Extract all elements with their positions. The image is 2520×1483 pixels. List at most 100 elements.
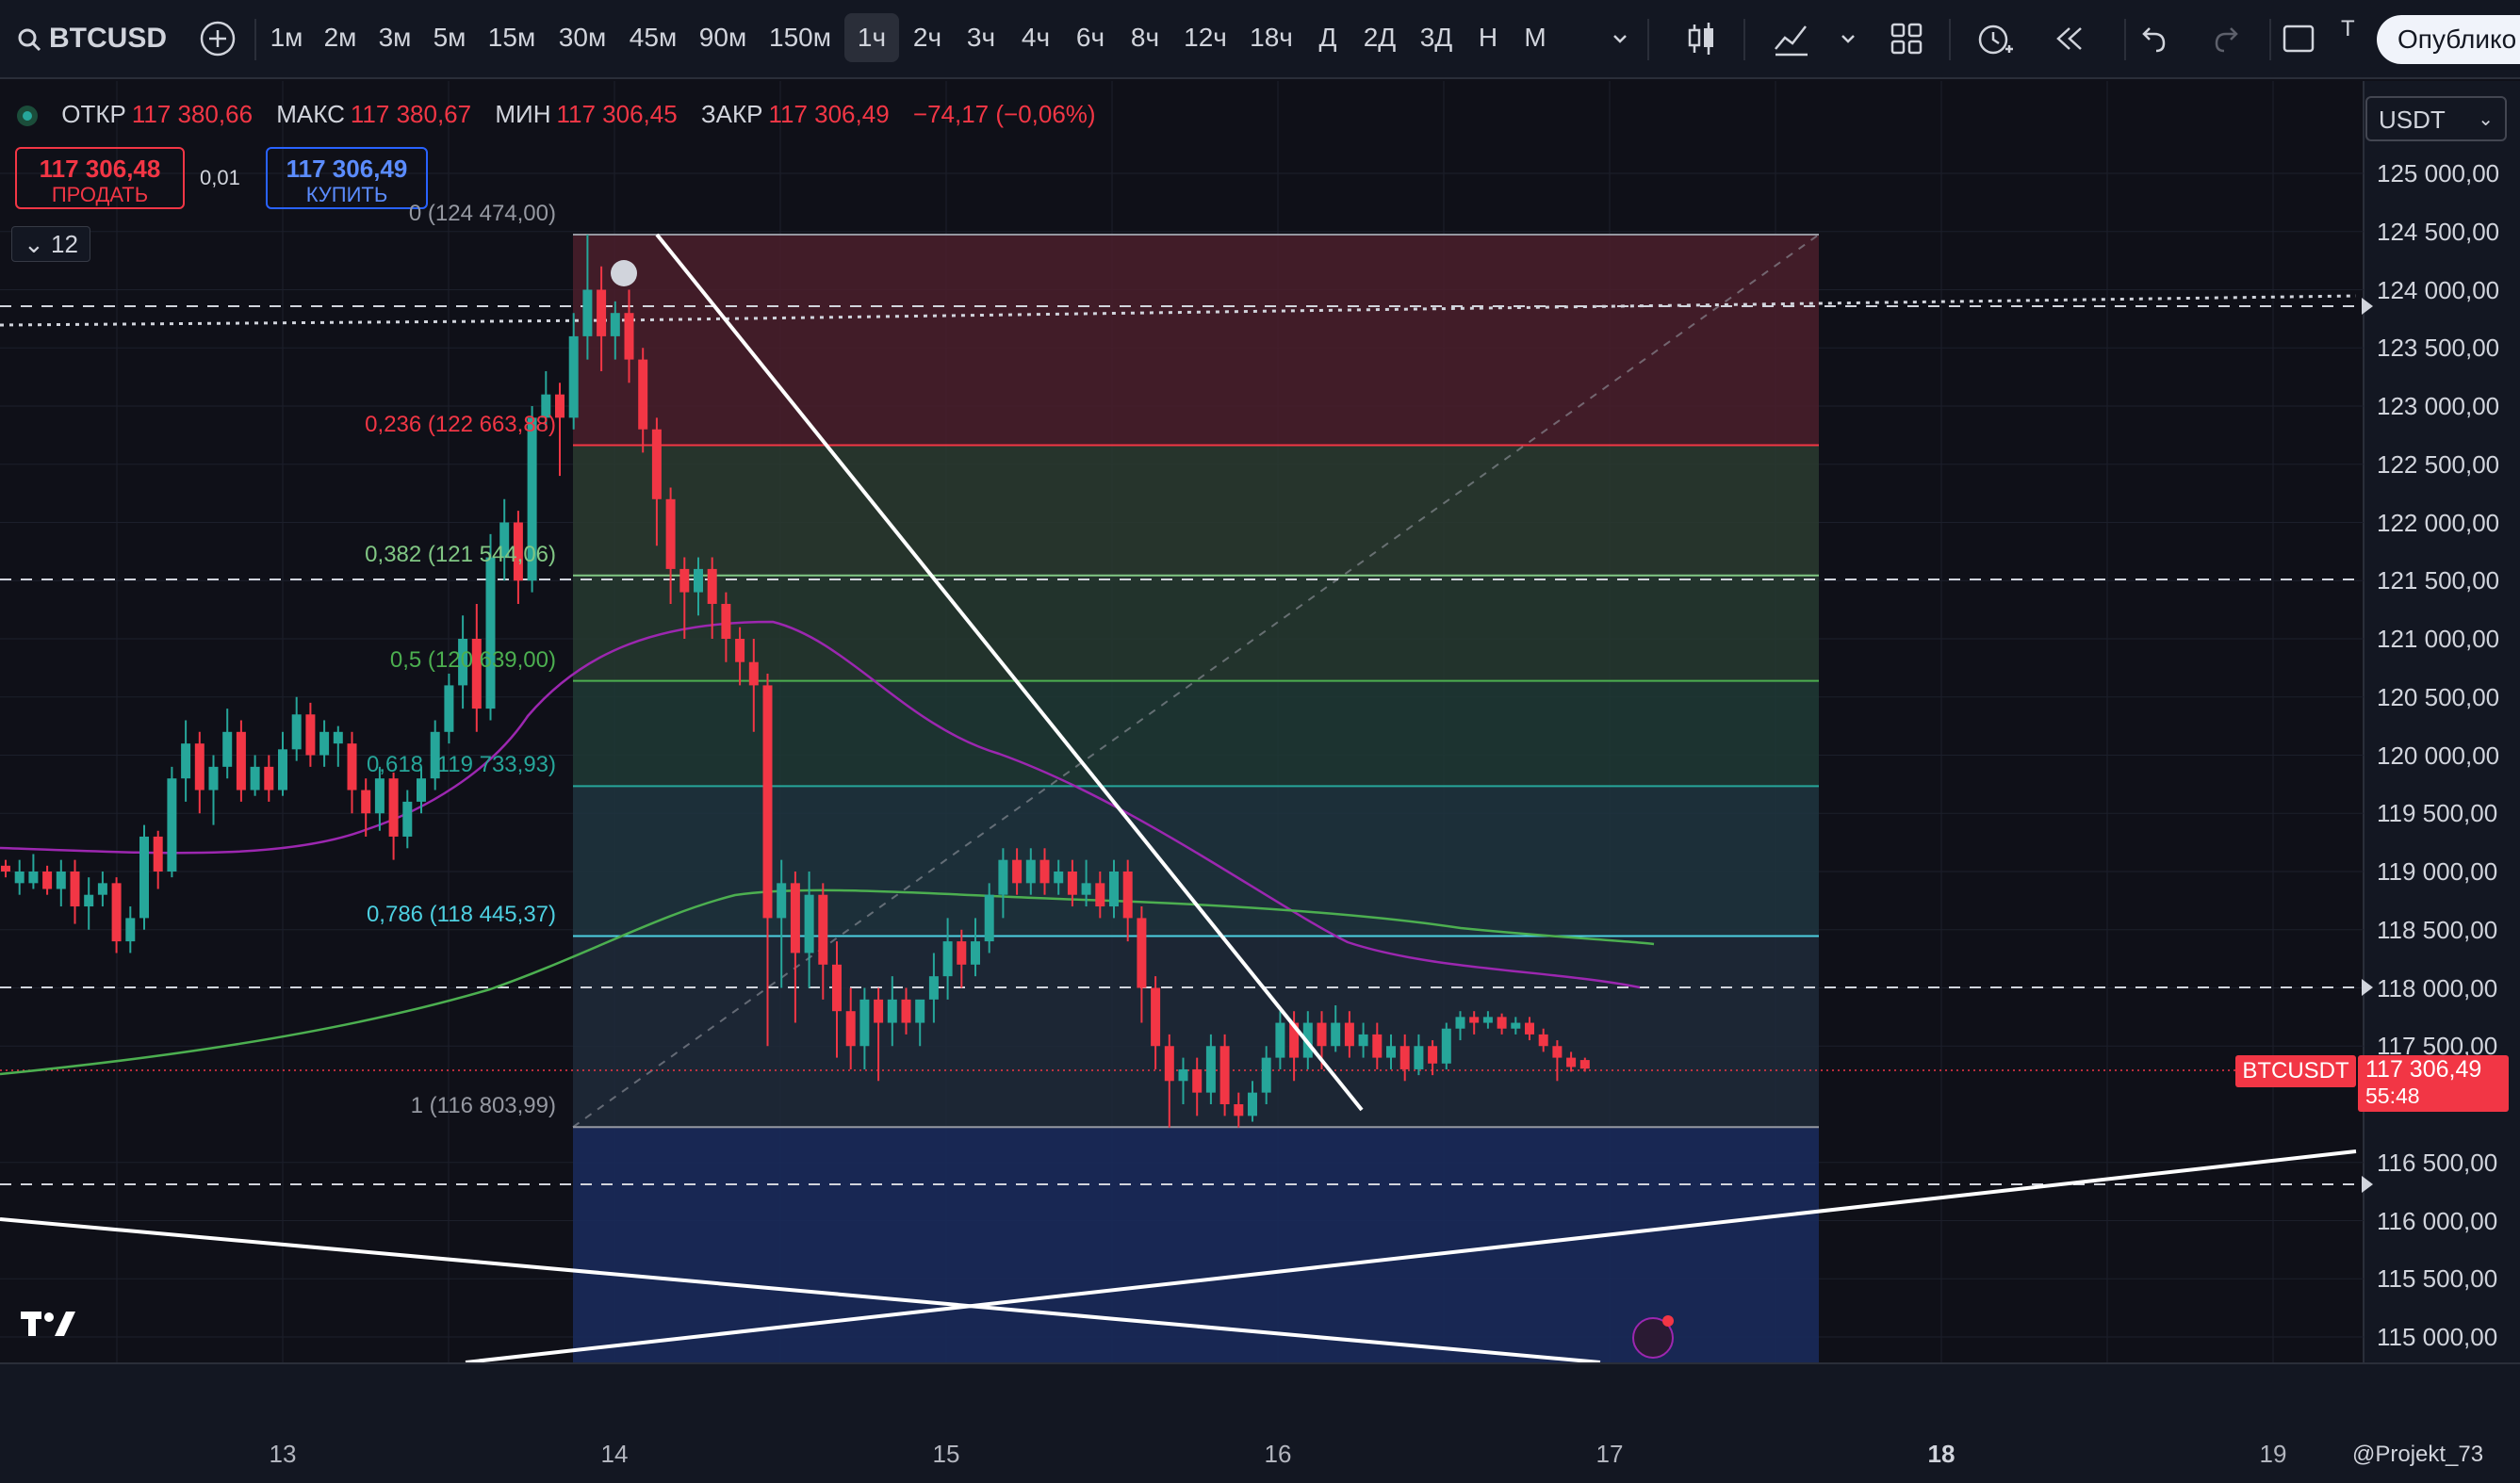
candle-body: [1151, 987, 1161, 1047]
candle-body: [1164, 1046, 1174, 1082]
candle-body: [1205, 1046, 1216, 1093]
candle-body: [167, 778, 177, 872]
redo-icon[interactable]: [2205, 17, 2249, 60]
close-value: 117 306,49: [768, 100, 890, 128]
timeframe-3м[interactable]: 3м: [378, 23, 412, 52]
timeframe-150м[interactable]: 150м: [769, 23, 831, 52]
publish-button[interactable]: Опублико: [2377, 15, 2520, 64]
fib-zone: [573, 575, 1819, 681]
alert-clock-icon[interactable]: [1973, 17, 2017, 60]
candle-body: [361, 790, 371, 814]
candle-body: [942, 941, 953, 977]
candle-body: [679, 568, 690, 593]
bar-countdown: 55:48: [2365, 1084, 2420, 1108]
timeframe-45м[interactable]: 45м: [629, 23, 678, 52]
candle-body: [1344, 1022, 1354, 1047]
timeframe-Д[interactable]: Д: [1318, 23, 1337, 52]
timeframe-5м[interactable]: 5м: [433, 23, 466, 52]
ma-green-line: [0, 888, 1655, 1076]
candle-body: [1317, 1022, 1327, 1047]
fib-zone: [573, 445, 1819, 576]
separator: [2269, 19, 2271, 60]
candles-icon[interactable]: [1679, 17, 1723, 60]
currency-select[interactable]: USDT ⌄: [2365, 96, 2507, 141]
candle-body: [624, 313, 634, 360]
symbol-search[interactable]: BTCUSD: [17, 17, 167, 60]
timeframe-3Д[interactable]: 3Д: [1419, 23, 1453, 52]
high-value: 117 380,67: [350, 100, 472, 128]
indicators-collapse-button[interactable]: ⌄ 12: [11, 226, 90, 262]
timeframe-2Д[interactable]: 2Д: [1363, 23, 1397, 52]
price-tick: 120 500,00: [2377, 682, 2500, 711]
timeframe-3ч[interactable]: 3ч: [966, 23, 996, 52]
candle-body: [1248, 1092, 1257, 1116]
candle-body: [42, 872, 53, 889]
candle-body: [388, 778, 399, 837]
replay-icon[interactable]: [2047, 17, 2090, 60]
chevron-down-icon[interactable]: [1834, 17, 1862, 60]
chevron-down-icon: ⌄: [2478, 109, 2494, 130]
time-tick: 18: [1927, 1440, 1955, 1468]
chevron-down-icon[interactable]: [1606, 17, 1634, 60]
price-tick: 122 000,00: [2377, 508, 2500, 537]
indicators-icon[interactable]: [1770, 17, 1813, 60]
candle-body: [582, 289, 593, 336]
candle-body: [541, 394, 551, 418]
candle-body: [735, 639, 745, 662]
timeframe-6ч[interactable]: 6ч: [1075, 23, 1105, 52]
candle-body: [430, 731, 440, 779]
fullscreen-icon[interactable]: [2277, 17, 2320, 60]
price-chart[interactable]: [0, 81, 2520, 1483]
timeframe-18ч[interactable]: 18ч: [1250, 23, 1293, 52]
close-label: ЗАКР: [700, 100, 763, 128]
tradingview-logo[interactable]: [21, 1308, 79, 1344]
candle-body: [278, 749, 287, 790]
buy-button[interactable]: 117 306,49 КУПИТЬ: [266, 147, 428, 209]
fib-level-label: 0,786 (118 445,37): [366, 902, 556, 928]
truncated-label: Т: [2341, 16, 2355, 41]
level-arrow-icon: [2362, 979, 2373, 996]
separator: [1743, 19, 1745, 60]
separator: [2124, 19, 2126, 60]
candle-body: [1579, 1060, 1590, 1069]
timeframe-12ч[interactable]: 12ч: [1184, 23, 1227, 52]
trend-line: [655, 233, 1364, 1112]
timeframe-М[interactable]: М: [1524, 23, 1546, 52]
candle-body: [56, 872, 66, 889]
timeframe-2м[interactable]: 2м: [323, 23, 357, 52]
timeframe-2ч[interactable]: 2ч: [912, 23, 942, 52]
timeframe-1м[interactable]: 1м: [270, 23, 303, 52]
top-toolbar: BTCUSD 1м 2м 3м 5м 15м 30м 45м 90м 150м 1ч 2ч 3ч 4ч 6…: [0, 0, 2520, 79]
timeframe-1ч[interactable]: 1ч: [844, 13, 899, 62]
timeframe-4ч[interactable]: 4ч: [1021, 23, 1051, 52]
candle-body: [1399, 1046, 1410, 1069]
candle-body: [1469, 1017, 1480, 1023]
fib-level-label: 0 (124 474,00): [408, 200, 556, 226]
timeframe-Н[interactable]: Н: [1478, 23, 1498, 52]
change-value: −74,17 (−0,06%): [912, 100, 1096, 128]
separator: [254, 19, 256, 60]
sell-button[interactable]: 117 306,48 ПРОДАТЬ: [15, 147, 185, 209]
timeframe-15м[interactable]: 15м: [487, 23, 536, 52]
fib-level-label: 0,5 (120 639,00): [389, 646, 556, 673]
candle-body: [1552, 1046, 1563, 1058]
timeframe-90м[interactable]: 90м: [698, 23, 747, 52]
candle-body: [1386, 1046, 1396, 1058]
price-tick: 124 500,00: [2377, 217, 2500, 246]
timeframe-30м[interactable]: 30м: [558, 23, 607, 52]
undo-icon[interactable]: [2132, 17, 2175, 60]
candle-body: [1219, 1046, 1230, 1104]
candle-body: [1372, 1034, 1383, 1058]
price-axis-background: [2364, 81, 2520, 1362]
candle-body: [471, 639, 482, 709]
timeframe-8ч[interactable]: 8ч: [1130, 23, 1160, 52]
alarm-icon[interactable]: [611, 260, 637, 286]
lightning-icon[interactable]: [1632, 1315, 1674, 1359]
layout-grid-icon[interactable]: [1885, 17, 1928, 60]
watermark: @Projekt_73: [2352, 1442, 2484, 1467]
candle-body: [971, 941, 980, 965]
add-symbol-icon[interactable]: [196, 17, 239, 60]
candle-body: [1482, 1017, 1493, 1023]
time-tick: 19: [2259, 1440, 2287, 1468]
candle-body: [651, 429, 662, 499]
